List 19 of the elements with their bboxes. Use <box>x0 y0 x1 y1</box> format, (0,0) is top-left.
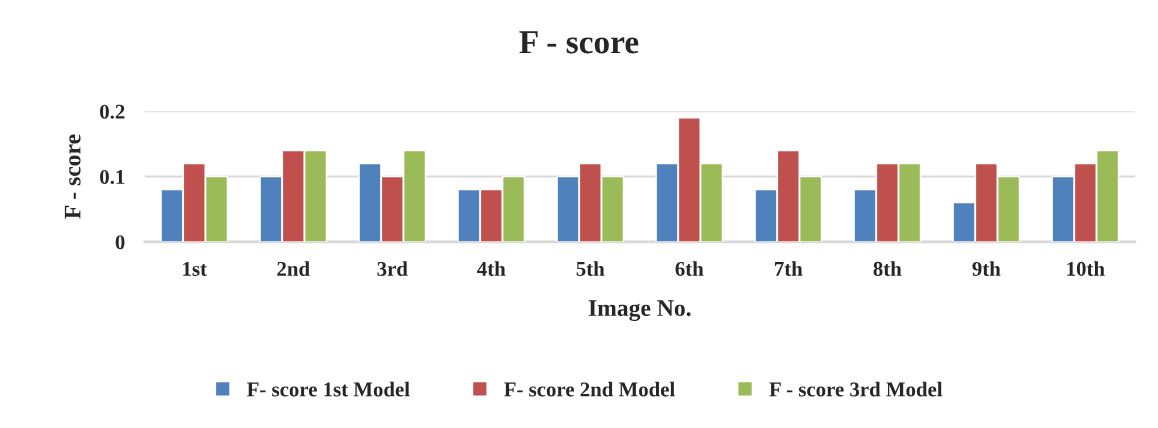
y-tick-label: 0.1 <box>100 169 125 185</box>
legend-label: F - score 3rd Model <box>769 381 943 397</box>
x-tick-label: 2nd <box>277 261 310 276</box>
x-tick-label: 10th <box>1067 261 1105 276</box>
x-tick-label: 7th <box>775 261 803 276</box>
x-axis-title: Image No. <box>588 300 691 322</box>
x-tick-label: 3rd <box>377 261 408 276</box>
y-tick-label: 0.2 <box>100 104 125 119</box>
x-tick-label: 9th <box>972 261 1001 276</box>
legend-label: F- score 2nd Model <box>504 381 675 397</box>
x-tick-label: 8th <box>873 261 902 276</box>
x-tick-label: 6th <box>675 261 704 276</box>
x-tick-label: 5th <box>576 261 605 276</box>
y-tick-label: 0 <box>115 235 125 250</box>
x-tick-label: 1st <box>183 261 207 276</box>
x-tick-label: 4th <box>477 261 506 276</box>
legend-label: F- score 1st Model <box>247 381 410 397</box>
y-axis-title: F - score <box>64 134 81 219</box>
chart-title: F - score <box>519 31 639 54</box>
